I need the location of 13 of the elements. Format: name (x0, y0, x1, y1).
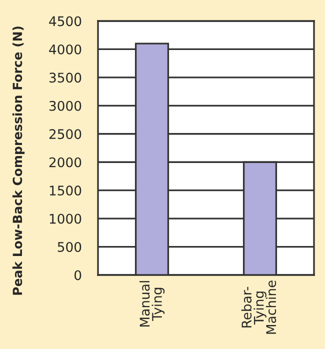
y-axis-title: Peak Low-Back Compression Force (N) (12, 26, 25, 295)
y-tick-label: 2500 (49, 129, 82, 140)
y-tick-label: 1500 (50, 186, 82, 196)
y-tick-label: 3500 (49, 72, 82, 83)
y-tick-label: 3000 (49, 100, 82, 111)
y-tick-label: 0 (74, 270, 82, 280)
x-tick-label: Manual Tying (139, 281, 165, 327)
y-tick-label: 4500 (49, 16, 82, 26)
y-tick-label: 1000 (50, 214, 82, 224)
x-tick-label: Rebar- Tying Machine (241, 280, 276, 334)
y-tick-label: 4000 (49, 44, 82, 54)
y-tick-label: 500 (58, 242, 82, 252)
y-tick-label: 2000 (49, 157, 82, 168)
